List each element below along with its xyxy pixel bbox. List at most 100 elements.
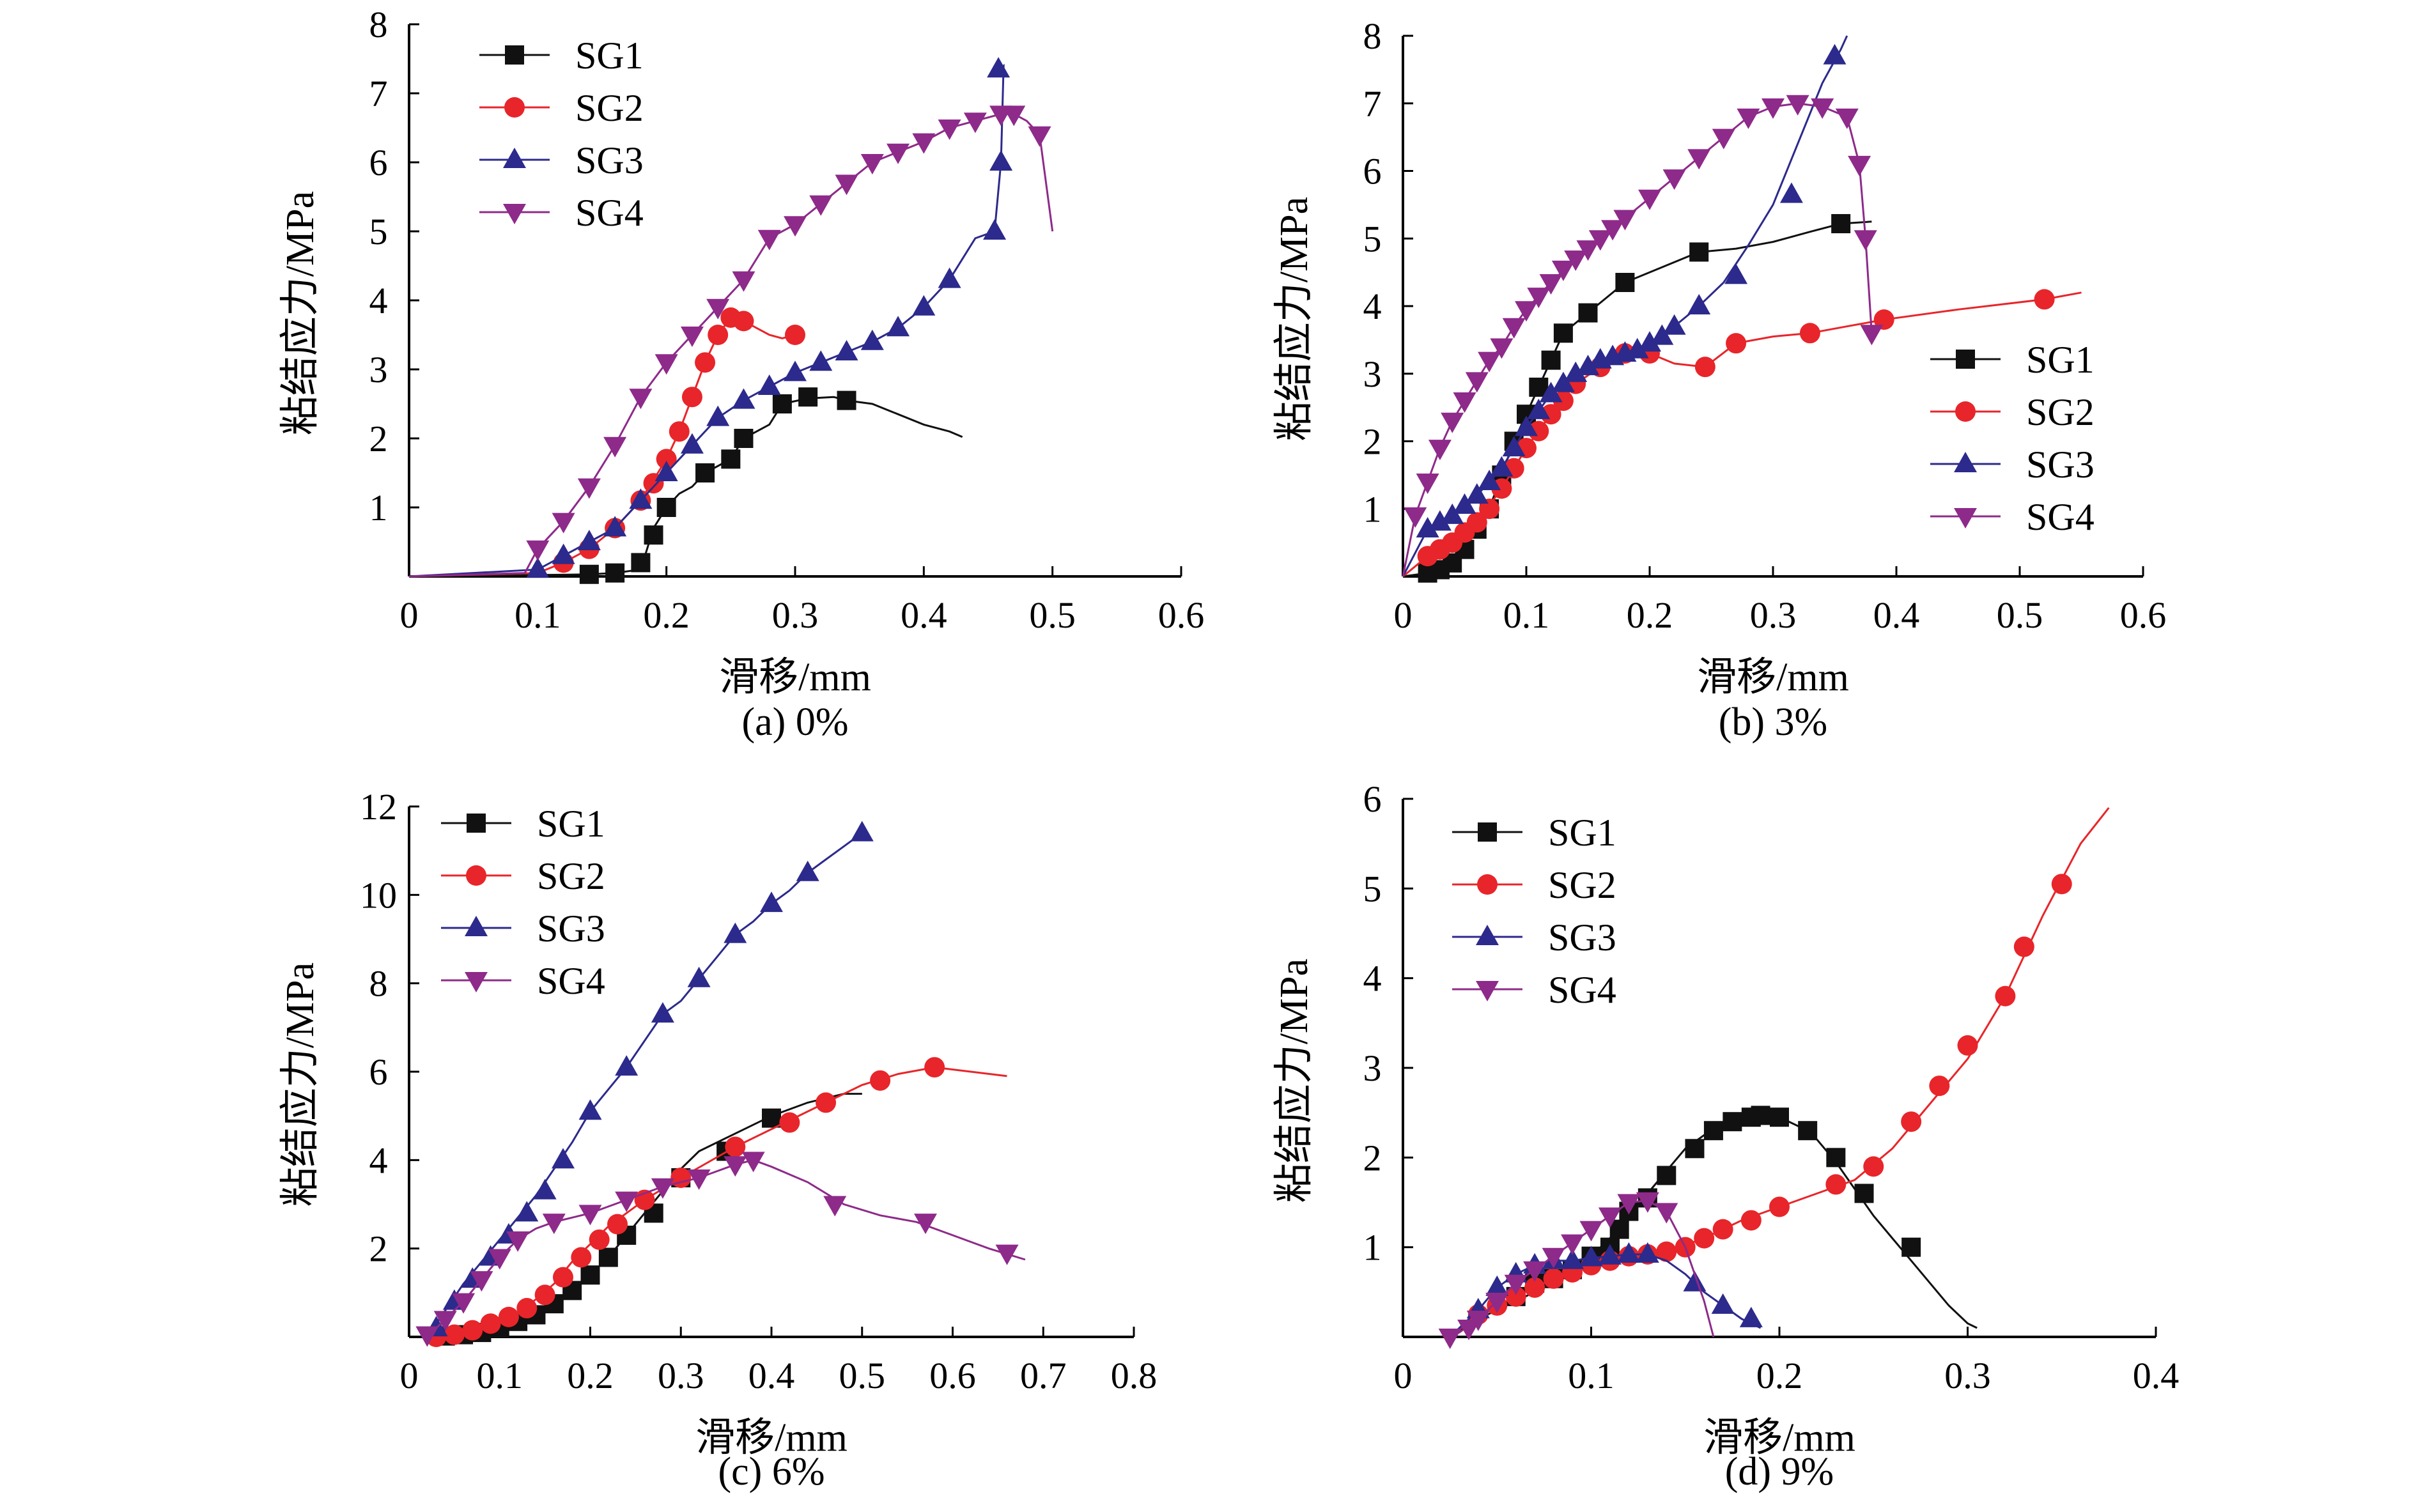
data-point-sg3 — [687, 966, 711, 987]
x-tick-label: 0 — [1394, 594, 1413, 636]
data-point-sg2 — [785, 325, 805, 345]
data-point-sg4 — [1561, 1234, 1584, 1255]
data-point-sg4 — [1465, 372, 1489, 393]
data-point-sg3 — [629, 488, 653, 509]
data-point-sg4 — [680, 327, 704, 347]
x-tick-label: 0.1 — [515, 594, 561, 636]
legend-label-sg3: SG3 — [575, 139, 644, 181]
data-point-sg2 — [534, 1284, 555, 1306]
data-point-sg1 — [579, 564, 599, 584]
data-point-sg1 — [1751, 1106, 1770, 1125]
y-axis-label: 粘结应力/MPa — [1273, 959, 1316, 1203]
data-point-sg2 — [1901, 1111, 1922, 1132]
data-point-sg2 — [1505, 1286, 1526, 1307]
data-point-sg3 — [1779, 182, 1803, 203]
data-point-sg4 — [629, 389, 653, 410]
data-point-sg4 — [651, 1178, 674, 1199]
legend-marker-sg4 — [465, 972, 488, 992]
data-point-sg3 — [887, 316, 910, 337]
data-point-sg3 — [1683, 1270, 1707, 1292]
data-point-sg4 — [1457, 1319, 1481, 1340]
data-point-sg4 — [577, 478, 601, 499]
data-point-sg3 — [577, 530, 601, 550]
data-point-sg4 — [1542, 1247, 1565, 1269]
data-point-sg4 — [1786, 95, 1809, 116]
data-point-sg4 — [724, 1156, 747, 1177]
legend-marker-sg4 — [1476, 981, 1499, 1001]
data-point-sg2 — [1863, 1156, 1884, 1177]
x-tick-label: 0.4 — [1873, 594, 1920, 636]
data-point-sg4 — [1588, 230, 1612, 251]
data-point-sg4 — [1441, 412, 1464, 433]
data-point-sg4 — [741, 1152, 765, 1173]
y-tick-label: 6 — [369, 1051, 388, 1093]
data-point-sg3 — [1579, 1246, 1603, 1267]
y-axis-label: 粘结应力/MPa — [279, 962, 322, 1207]
legend-label-sg2: SG2 — [537, 855, 605, 897]
data-point-sg4 — [1564, 250, 1588, 271]
data-point-sg3 — [603, 516, 627, 537]
data-point-sg4 — [1835, 108, 1859, 129]
data-point-sg1 — [798, 387, 818, 407]
data-point-sg4 — [938, 120, 961, 140]
data-point-sg2 — [607, 1214, 628, 1235]
data-point-sg3 — [1636, 1242, 1659, 1263]
y-tick-label: 2 — [369, 1228, 388, 1270]
data-point-sg4 — [963, 112, 987, 134]
y-tick-label: 1 — [1363, 1227, 1382, 1269]
data-point-sg3 — [1638, 331, 1661, 352]
data-point-sg3 — [1490, 456, 1514, 477]
data-point-sg4 — [1737, 108, 1760, 129]
legend-marker-sg1 — [505, 45, 524, 65]
data-point-sg2 — [670, 1168, 692, 1188]
data-point-sg3 — [1687, 294, 1711, 314]
legend-label-sg2: SG2 — [1548, 864, 1616, 906]
data-point-sg4 — [823, 1196, 847, 1217]
data-point-sg4 — [809, 195, 833, 216]
data-point-sg1 — [631, 553, 651, 573]
panel-c: 0 0.1 0.2 0.3 0.4 0.5 0.6 0.7 0.8 2 4 6 8 10 12 滑移/mm 粘结… — [279, 786, 1157, 1493]
legend-marker-sg2 — [504, 97, 525, 118]
data-point-sg1 — [1541, 350, 1561, 370]
data-point-sg2 — [1712, 1219, 1733, 1240]
data-point-sg2 — [1466, 512, 1487, 533]
data-point-sg3 — [1478, 469, 1501, 490]
legend-label-sg4: SG4 — [575, 192, 644, 234]
panel-caption: (d) 9% — [1725, 1450, 1834, 1493]
data-point-sg1 — [1831, 213, 1851, 233]
data-point-sg4 — [615, 1191, 639, 1212]
data-point-sg3 — [757, 374, 781, 395]
data-point-sg3 — [552, 543, 575, 564]
x-tick-label: 0.2 — [1756, 1355, 1803, 1396]
panel-caption: (c) 6% — [718, 1450, 825, 1493]
data-point-sg4 — [1579, 1221, 1603, 1242]
data-point-sg1 — [734, 429, 754, 448]
legend-marker-sg2 — [1955, 401, 1976, 422]
data-point-sg4 — [887, 143, 910, 164]
data-point-sg4 — [1485, 1292, 1509, 1313]
data-point-sg1 — [580, 1265, 600, 1285]
data-point-sg2 — [516, 1298, 538, 1319]
data-point-sg3 — [1551, 371, 1575, 392]
y-tick-label: 10 — [360, 874, 397, 916]
x-tick-label: 0.2 — [1627, 594, 1673, 636]
data-point-sg4 — [1617, 1194, 1641, 1215]
data-point-sg3 — [533, 1178, 557, 1200]
data-point-sg2 — [1656, 1241, 1677, 1262]
data-point-sg2 — [1929, 1076, 1950, 1097]
data-point-sg4 — [1576, 240, 1600, 261]
x-tick-label: 0.4 — [748, 1355, 795, 1396]
data-point-sg1 — [721, 449, 741, 469]
data-point-sg4 — [1502, 318, 1526, 339]
data-point-sg4 — [1601, 220, 1625, 241]
y-tick-label: 5 — [1363, 218, 1382, 259]
data-point-sg4 — [1712, 128, 1735, 150]
data-point-sg2 — [2013, 936, 2034, 957]
data-point-sg2 — [708, 325, 729, 345]
data-point-sg2 — [571, 1247, 592, 1268]
data-point-sg1 — [1685, 1139, 1705, 1159]
y-tick-label: 4 — [1363, 286, 1382, 327]
panel-caption: (a) 0% — [742, 700, 849, 744]
x-tick-label: 0.7 — [1020, 1355, 1067, 1396]
legend-label-sg2: SG2 — [575, 87, 644, 129]
